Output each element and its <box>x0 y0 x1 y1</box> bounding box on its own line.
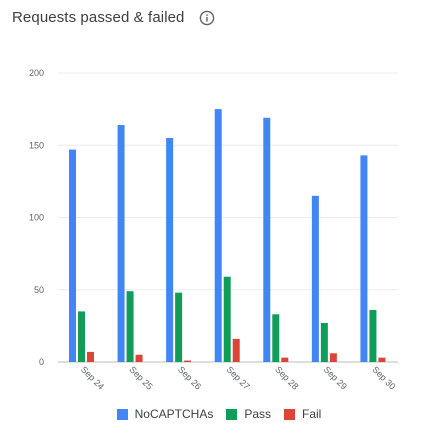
bar-pass[interactable] <box>126 291 134 362</box>
legend-item-nocaptchas[interactable]: NoCAPTCHAs <box>116 407 214 421</box>
legend-label: NoCAPTCHAs <box>134 407 214 421</box>
y-axis-ticks: 0 50 100 150 200 <box>29 68 44 367</box>
bar-fail[interactable] <box>87 351 94 362</box>
bar-nocaptchas[interactable] <box>360 155 368 362</box>
info-icon[interactable] <box>199 10 215 26</box>
bar-nocaptchas[interactable] <box>311 195 319 362</box>
bar-fail[interactable] <box>378 357 386 362</box>
chart-legend: NoCAPTCHAs Pass Fail <box>0 407 438 421</box>
bar-fail[interactable] <box>135 354 143 362</box>
x-tick-label: Sep 30 <box>370 364 397 391</box>
bar-nocaptchas[interactable] <box>69 149 76 362</box>
x-tick-label: Sep 27 <box>225 364 252 391</box>
x-tick-label: Sep 29 <box>322 364 349 391</box>
bar-nocaptchas[interactable] <box>117 125 125 363</box>
x-tick-label: Sep 28 <box>273 364 300 391</box>
y-tick-label: 150 <box>29 140 44 150</box>
bar-nocaptchas[interactable] <box>166 138 174 362</box>
legend-swatch <box>116 408 128 420</box>
bars <box>69 109 386 363</box>
bar-pass[interactable] <box>320 322 328 362</box>
y-tick-label: 100 <box>29 213 44 223</box>
bar-fail[interactable] <box>232 338 240 362</box>
x-tick-label: Sep 26 <box>176 364 203 391</box>
bar-fail[interactable] <box>329 353 337 362</box>
bar-nocaptchas[interactable] <box>263 117 271 362</box>
bar-fail[interactable] <box>184 360 192 362</box>
chart-header: Requests passed & failed <box>12 9 215 26</box>
legend-item-pass[interactable]: Pass <box>226 407 271 421</box>
legend-swatch <box>226 408 238 420</box>
y-tick-label: 200 <box>29 68 44 78</box>
legend-swatch <box>284 408 296 420</box>
bar-pass[interactable] <box>78 311 85 362</box>
bar-pass[interactable] <box>272 314 280 362</box>
x-tick-label: Sep 24 <box>79 364 106 391</box>
bar-fail[interactable] <box>281 357 289 362</box>
legend-item-fail[interactable]: Fail <box>284 407 321 421</box>
y-tick-label: 50 <box>34 285 44 295</box>
x-axis-ticks: Sep 24 Sep 25 Sep 26 Sep 27 Sep 28 Sep 29 Sep … <box>79 364 398 391</box>
legend-label: Pass <box>244 407 272 421</box>
bar-pass[interactable] <box>175 292 183 362</box>
legend-label: Fail <box>302 407 322 421</box>
bar-pass[interactable] <box>369 309 377 362</box>
bar-pass[interactable] <box>223 276 231 362</box>
y-tick-label: 0 <box>39 357 44 367</box>
bar-nocaptchas[interactable] <box>214 109 222 362</box>
x-tick-label: Sep 25 <box>127 364 154 391</box>
chart-title: Requests passed & failed <box>12 9 185 26</box>
